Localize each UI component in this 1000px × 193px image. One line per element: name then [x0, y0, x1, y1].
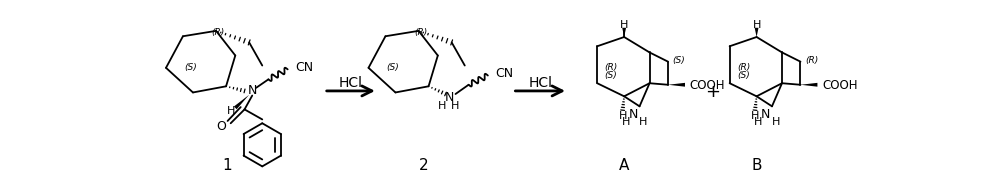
Text: H: H: [618, 111, 627, 121]
Text: N: N: [761, 108, 771, 120]
Text: (R): (R): [737, 63, 750, 72]
Text: N: N: [445, 91, 454, 104]
Text: (R): (R): [604, 63, 618, 72]
Text: H: H: [226, 106, 235, 116]
Text: HCl: HCl: [528, 76, 552, 90]
Text: N: N: [629, 108, 638, 120]
Text: (S): (S): [605, 71, 617, 80]
Text: B: B: [751, 158, 762, 173]
Text: COOH: COOH: [822, 79, 858, 92]
Text: (S): (S): [673, 56, 685, 65]
Text: H: H: [451, 101, 460, 111]
Text: (R): (R): [414, 28, 427, 37]
Polygon shape: [668, 83, 685, 87]
Text: CN: CN: [295, 61, 313, 74]
Text: H: H: [620, 20, 628, 30]
Text: (S): (S): [737, 71, 750, 80]
Text: COOH: COOH: [690, 79, 725, 92]
Text: 1: 1: [223, 158, 232, 173]
Text: (S): (S): [387, 63, 400, 72]
Text: HCl: HCl: [339, 76, 363, 90]
Text: H: H: [639, 117, 648, 127]
Text: CN: CN: [496, 67, 514, 80]
Text: A: A: [619, 158, 629, 173]
Text: (R): (R): [805, 56, 818, 65]
Text: (S): (S): [184, 63, 197, 72]
Text: O: O: [217, 120, 226, 133]
Text: H: H: [622, 117, 630, 127]
Polygon shape: [234, 95, 249, 109]
Text: 2: 2: [419, 158, 429, 173]
Text: H: H: [752, 20, 761, 30]
Text: (R): (R): [212, 28, 225, 37]
Text: +: +: [705, 83, 720, 102]
Polygon shape: [755, 28, 759, 37]
Text: H: H: [754, 117, 762, 127]
Polygon shape: [800, 83, 817, 87]
Text: H: H: [751, 111, 759, 121]
Text: H: H: [438, 101, 447, 111]
Text: N: N: [248, 84, 257, 97]
Text: H: H: [772, 117, 780, 127]
Polygon shape: [622, 28, 626, 37]
